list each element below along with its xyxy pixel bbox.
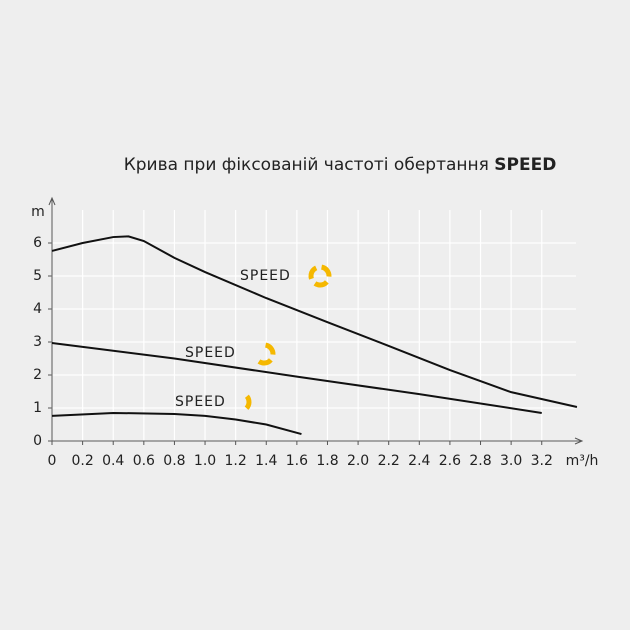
x-tick-label: 3.0	[500, 453, 522, 469]
x-tick-label: 0	[48, 453, 57, 469]
curve-label: SPEED	[240, 268, 291, 284]
curve	[51, 341, 542, 414]
x-tick-label: 1.0	[194, 453, 216, 469]
x-tick-label: 1.8	[316, 453, 338, 469]
y-tick-label: 4	[33, 301, 42, 317]
x-tick-label: 2.4	[408, 453, 430, 469]
curve-label: SPEED	[185, 345, 236, 361]
y-tick-label: 3	[33, 334, 42, 350]
x-axis-label: m³/h	[566, 453, 599, 469]
x-tick-label: 2.0	[347, 453, 369, 469]
title-text: Крива при фіксованій частоті обертання	[124, 155, 489, 175]
x-tick-label: 1.2	[225, 453, 247, 469]
curve	[51, 235, 578, 408]
plot: 0 1 2 3 4 5 6 0 0.2 0.4 0.6 0.8 1.0 1.2 1.4 1.6 1.8 2.0 2.…	[33, 196, 584, 469]
x-tick-label: 0.6	[133, 453, 155, 469]
speed-icon-2	[252, 342, 276, 366]
x-tick-label: 0.2	[71, 453, 93, 469]
x-tick-label: 2.6	[439, 453, 461, 469]
x-tick-label: 2.2	[378, 453, 400, 469]
y-tick-label: 6	[33, 235, 42, 251]
y-tick-label: 2	[33, 367, 42, 383]
curve-label: SPEED	[175, 394, 226, 410]
x-axis	[52, 437, 584, 445]
y-tick-label: 1	[33, 400, 42, 416]
speed-icon-3	[308, 264, 332, 288]
y-tick-label: 5	[33, 268, 42, 284]
x-tick-label: 0.4	[102, 453, 124, 469]
x-tick-label: 1.6	[286, 453, 308, 469]
x-tick-label: 0.8	[163, 453, 185, 469]
curve	[51, 411, 302, 436]
y-tick-label: 0	[33, 433, 42, 449]
speed-icons	[228, 264, 332, 414]
speed-icon-1	[228, 390, 252, 414]
x-tick-label: 1.4	[255, 453, 277, 469]
y-axis-label: m	[31, 204, 45, 220]
title-bold: SPEED	[494, 155, 556, 175]
x-tick-label: 2.8	[469, 453, 491, 469]
y-axis	[48, 196, 56, 441]
x-tick-label: 3.2	[531, 453, 553, 469]
chart-title: Крива при фіксованій частоті обертання S…	[124, 155, 557, 175]
